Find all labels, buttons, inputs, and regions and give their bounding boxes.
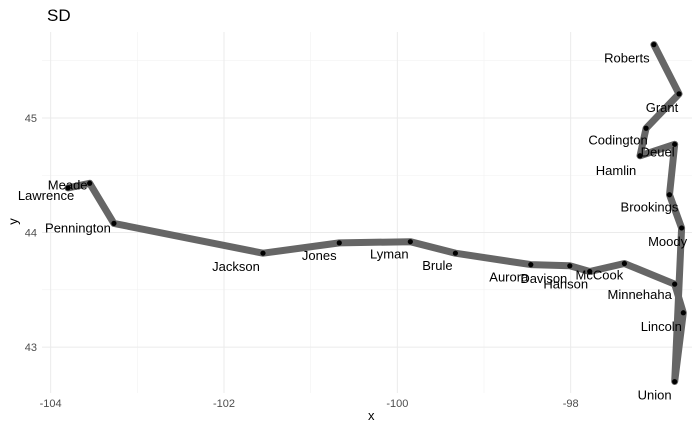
data-point bbox=[672, 281, 678, 287]
point-label: Jones bbox=[302, 248, 337, 263]
x-axis-label: x bbox=[368, 408, 375, 423]
data-point bbox=[651, 42, 657, 48]
data-point bbox=[672, 141, 678, 147]
point-label: Grant bbox=[646, 100, 679, 115]
point-label: Aurora bbox=[489, 270, 529, 285]
data-point bbox=[452, 250, 458, 256]
point-label: Brookings bbox=[621, 200, 679, 215]
point-label: Pennington bbox=[45, 220, 111, 235]
data-points bbox=[65, 42, 686, 385]
axis-ticks: -104 -102 -100 -98 43 44 45 bbox=[25, 113, 579, 410]
point-label: Brule bbox=[422, 258, 452, 273]
data-point bbox=[260, 250, 266, 256]
data-point bbox=[587, 268, 593, 275]
point-label: Lawrence bbox=[18, 188, 74, 203]
x-tick-label: -98 bbox=[563, 398, 579, 410]
x-tick-label: -100 bbox=[386, 398, 408, 410]
data-point bbox=[621, 260, 628, 267]
data-point bbox=[680, 310, 686, 316]
point-label: Deuel bbox=[641, 144, 675, 159]
point-label: Davison bbox=[520, 271, 567, 286]
point-label: Hamlin bbox=[596, 163, 636, 178]
chart-title: SD bbox=[47, 6, 71, 25]
data-point bbox=[679, 225, 685, 231]
data-point bbox=[528, 262, 534, 268]
data-point bbox=[336, 240, 342, 246]
x-tick-label: -102 bbox=[213, 398, 235, 410]
point-label: Jackson bbox=[212, 259, 260, 274]
point-label: Moody bbox=[648, 234, 688, 249]
data-point bbox=[676, 91, 682, 97]
data-point bbox=[637, 153, 643, 159]
y-tick-label: 45 bbox=[25, 113, 37, 125]
point-label: Meade bbox=[48, 177, 88, 192]
x-tick-label: -104 bbox=[40, 398, 62, 410]
point-label: McCook bbox=[576, 267, 624, 282]
y-tick-label: 44 bbox=[25, 228, 37, 240]
data-point bbox=[672, 378, 678, 385]
grid-lines bbox=[42, 32, 692, 393]
data-point bbox=[407, 239, 413, 245]
point-label: Lincoln bbox=[641, 319, 682, 334]
point-label: Codington bbox=[588, 132, 647, 147]
point-label: Minnehaha bbox=[608, 287, 673, 302]
data-point bbox=[666, 192, 673, 198]
y-tick-label: 43 bbox=[25, 342, 37, 354]
data-point bbox=[567, 263, 573, 269]
data-point bbox=[643, 125, 649, 131]
point-label: Lyman bbox=[370, 247, 409, 262]
point-label: Roberts bbox=[604, 51, 650, 66]
data-point bbox=[87, 180, 93, 186]
data-point bbox=[111, 220, 117, 226]
data-point bbox=[65, 185, 71, 191]
series-path bbox=[64, 41, 687, 385]
series-line bbox=[64, 41, 687, 385]
point-label: Union bbox=[638, 388, 672, 403]
point-label: Hanson bbox=[543, 277, 588, 292]
